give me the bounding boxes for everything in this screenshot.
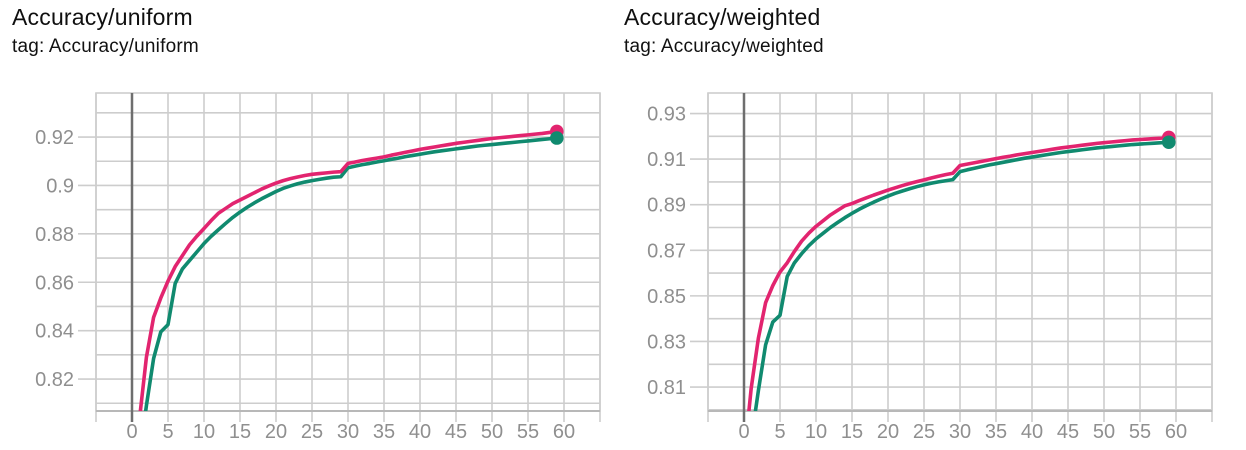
accuracy-weighted-chart[interactable]: 0.81 0.83 0.85 0.87 0.89 0.91 0.93 0 5 10 15 20 25 30… [612,66,1224,450]
y-tick-label: 0.92 [35,127,74,149]
y-tick-label: 0.81 [647,377,686,399]
y-tick-label: 0.93 [647,104,686,126]
x-tick-label: 25 [301,421,323,443]
accuracy-uniform-chart[interactable]: 0.82 0.84 0.86 0.88 0.9 0.92 0 5 10 15 20 25 30 35 40 4… [0,66,612,450]
x-tick-label: 10 [805,421,827,443]
x-tick-label: 10 [193,421,215,443]
chart-title: Accuracy/weighted [624,4,821,30]
y-tick-label: 0.83 [647,331,686,353]
y-tick-label: 0.84 [35,321,74,343]
chart-subtitle: tag: Accuracy/weighted [624,36,824,57]
x-tick-label: 5 [162,421,173,443]
y-tick-label: 0.87 [647,240,686,262]
x-tick-label: 50 [481,421,503,443]
x-tick-label: 30 [949,421,971,443]
x-tick-label: 45 [1057,421,1079,443]
chart-title: Accuracy/uniform [12,4,193,30]
series-line[interactable] [132,129,559,450]
y-tick-label: 0.88 [35,224,74,246]
x-tick-label: 15 [229,421,251,443]
x-tick-label: 55 [517,421,539,443]
x-tick-label: 40 [409,421,431,443]
y-tick-label: 0.85 [647,286,686,308]
accuracy-weighted-panel: Accuracy/weighted tag: Accuracy/weighted… [612,0,1246,450]
x-tick-label: 0 [126,421,137,443]
x-tick-label: 45 [445,421,467,443]
x-tick-label: 0 [738,421,749,443]
x-tick-label: 40 [1021,421,1043,443]
series-line[interactable] [744,140,1171,450]
accuracy-uniform-panel: Accuracy/uniform tag: Accuracy/uniform 0… [0,4,612,450]
series-line[interactable] [132,136,559,450]
x-tick-label: 25 [913,421,935,443]
x-tick-label: 30 [337,421,359,443]
x-tick-label: 50 [1093,421,1115,443]
y-tick-label: 0.9 [46,175,74,197]
series-line[interactable] [744,135,1171,450]
end-point-marker[interactable] [1162,135,1176,150]
end-point-marker[interactable] [550,131,564,145]
y-tick-label: 0.86 [35,272,74,294]
y-tick-label: 0.89 [647,195,686,217]
x-tick-label: 20 [265,421,287,443]
x-tick-label: 20 [877,421,899,443]
y-tick-label: 0.91 [647,149,686,171]
x-tick-label: 60 [553,421,575,443]
x-tick-label: 55 [1129,421,1151,443]
y-tick-label: 0.82 [35,369,74,391]
chart-subtitle: tag: Accuracy/uniform [12,36,199,57]
x-tick-label: 5 [774,421,785,443]
x-tick-label: 15 [841,421,863,443]
x-tick-label: 60 [1165,421,1187,443]
x-tick-label: 35 [373,421,395,443]
x-tick-label: 35 [985,421,1007,443]
